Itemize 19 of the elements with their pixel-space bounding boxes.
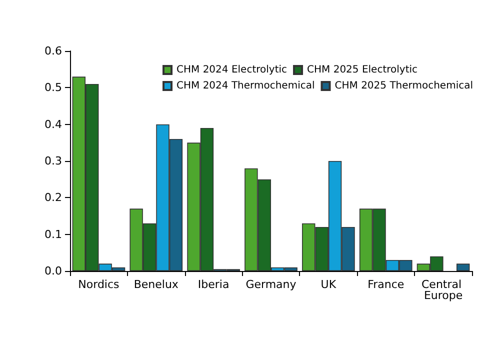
x-tick-label: France: [368, 278, 404, 291]
legend-label: CHM 2025 Thermochemical: [334, 80, 474, 92]
legend-label: CHM 2025 Electrolytic: [307, 64, 418, 76]
legend-label: CHM 2024 Electrolytic: [176, 64, 288, 76]
x-tick-label: Germany: [246, 278, 297, 291]
x-tick-label: Central Europe: [422, 278, 466, 302]
legend-label: CHM 2024 Thermochemical: [176, 80, 315, 92]
y-tick-label: 0.4: [44, 118, 62, 131]
y-tick-label: 0.6: [44, 44, 62, 58]
x-tick-label: Nordics: [78, 278, 120, 291]
x-tick-label: Benelux: [134, 278, 179, 291]
x-tick-label: UK: [320, 278, 337, 291]
y-tick-label: 0.1: [44, 228, 62, 241]
y-tick-label: 0.3: [44, 154, 62, 168]
x-tick-label: Iberia: [198, 278, 230, 291]
y-tick-label: 0.2: [44, 191, 62, 204]
y-tick-label: 0.5: [44, 81, 62, 94]
bar: [456, 264, 470, 271]
y-tick-label: 0.0: [44, 264, 62, 278]
